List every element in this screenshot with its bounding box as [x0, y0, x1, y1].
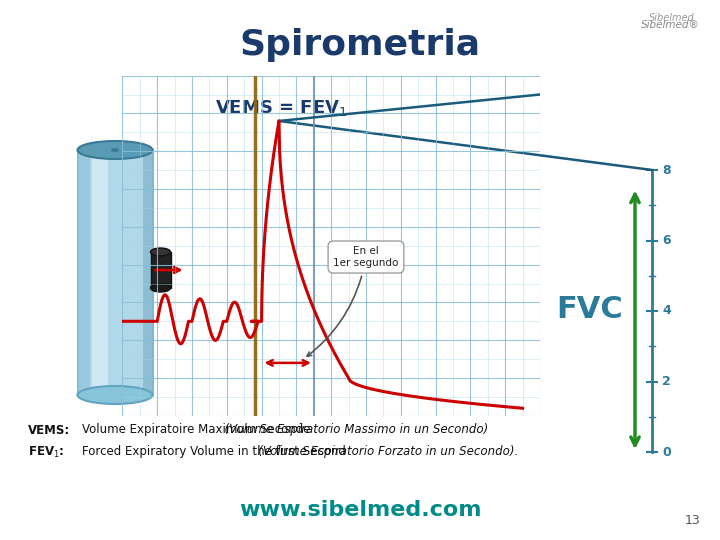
Text: (Volume Espiratorio Forzato in un Secondo).: (Volume Espiratorio Forzato in un Second… [82, 446, 518, 458]
Text: FVC: FVC [557, 295, 624, 325]
Text: VEMS:: VEMS: [28, 423, 71, 436]
Text: www.sibelmed.com: www.sibelmed.com [239, 500, 481, 520]
Text: FEV$_1$:: FEV$_1$: [28, 444, 64, 460]
Text: En el
1er segundo: En el 1er segundo [307, 246, 399, 356]
Bar [78, 150, 89, 395]
Bar [143, 150, 153, 395]
Ellipse shape [78, 386, 153, 404]
Ellipse shape [150, 284, 171, 292]
Text: Forced Expiratory Volume in the first Second: Forced Expiratory Volume in the first Se… [82, 446, 354, 458]
Text: 13: 13 [684, 514, 700, 526]
Text: 6: 6 [662, 234, 670, 247]
Text: 8: 8 [662, 164, 670, 177]
Bar [78, 150, 153, 395]
Ellipse shape [111, 148, 119, 152]
Text: 2: 2 [662, 375, 671, 388]
Text: 4: 4 [662, 305, 671, 318]
Text: Sibelmed®: Sibelmed® [641, 20, 700, 30]
Ellipse shape [78, 141, 153, 159]
Bar [91, 150, 107, 395]
Ellipse shape [150, 248, 171, 256]
Text: (Volume Espiratorio Massimo in un Secondo): (Volume Espiratorio Massimo in un Second… [82, 423, 488, 436]
Text: 0: 0 [662, 446, 671, 458]
Text: Sibelmed: Sibelmed [649, 13, 695, 23]
Text: Volume Expiratoire Maximum Seconde: Volume Expiratoire Maximum Seconde [82, 423, 318, 436]
Text: Spirometria: Spirometria [240, 28, 480, 62]
Bar [150, 252, 171, 288]
Text: VEMS = FEV$_1$: VEMS = FEV$_1$ [215, 98, 347, 118]
